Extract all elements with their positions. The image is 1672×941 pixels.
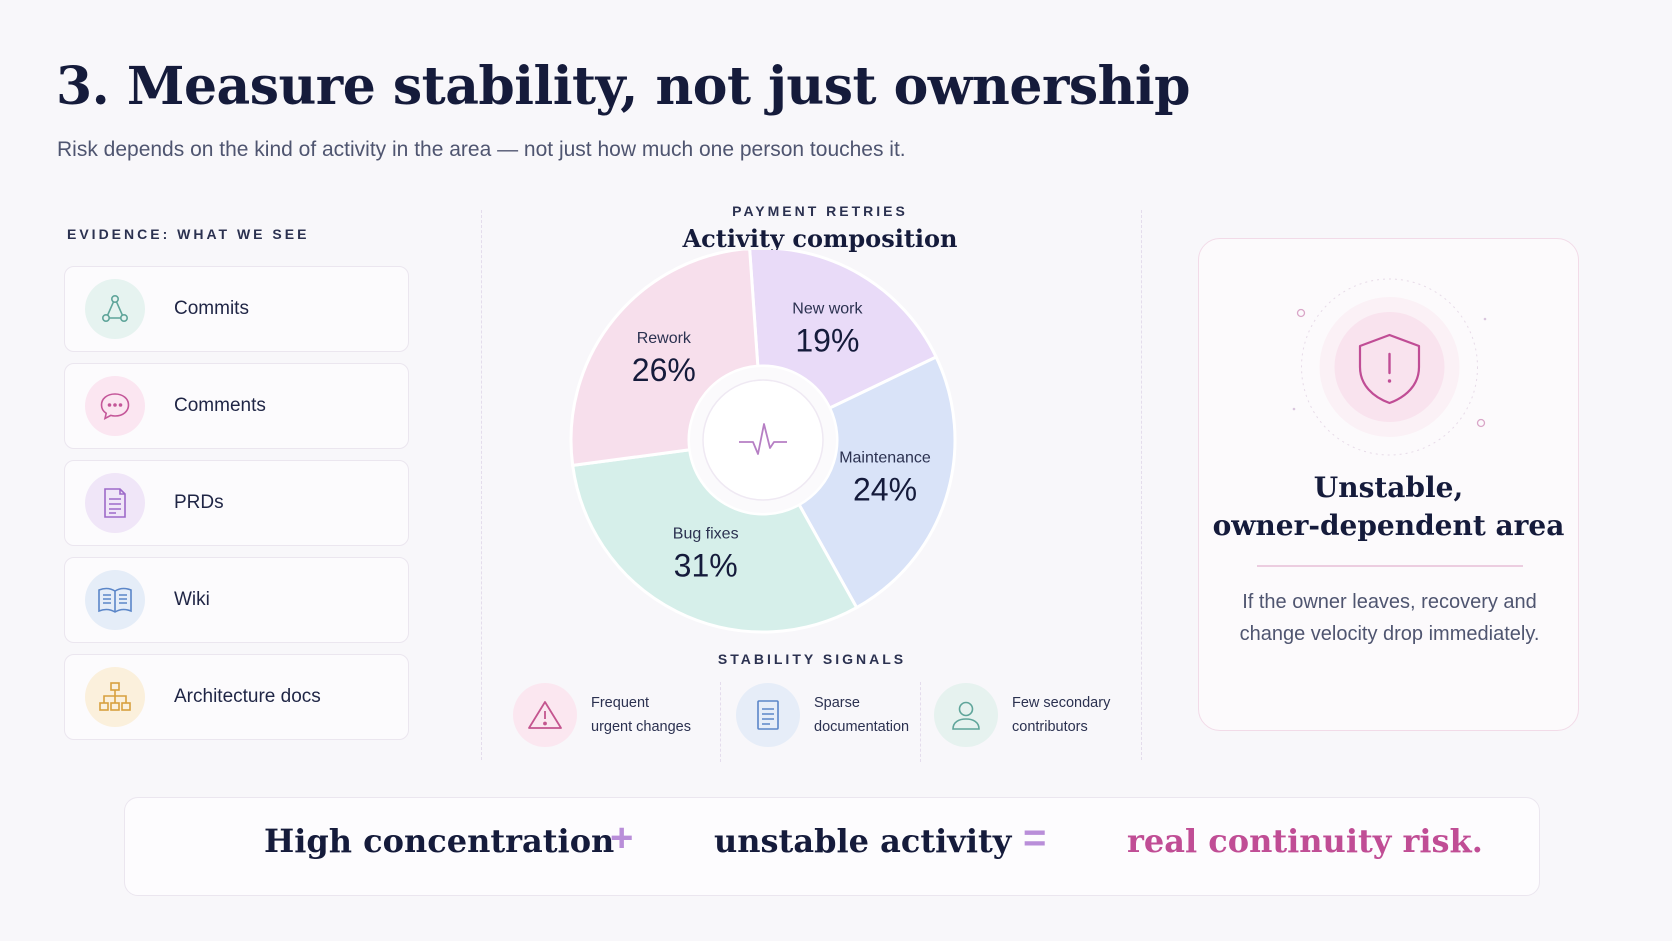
- evidence-list: Commits Comments PRDs Wiki: [64, 266, 409, 751]
- page-title: 3. Measure stability, not just ownership: [56, 56, 1191, 117]
- warning-triangle-icon: [513, 683, 577, 747]
- signal-text: Frequent urgent changes: [591, 691, 703, 739]
- signal-few-contributors: Few secondary contributors: [934, 680, 1124, 750]
- document-icon: [736, 683, 800, 747]
- verdict-title-line: owner-dependent area: [1212, 509, 1565, 542]
- pie-label: New work: [792, 300, 863, 317]
- pie-slice-bug-fixes: [570, 448, 859, 634]
- signal-line: documentation: [814, 719, 910, 735]
- hierarchy-icon: [85, 667, 145, 727]
- pie-label: Maintenance: [839, 450, 931, 467]
- pulse-icon: [739, 423, 787, 455]
- signal-text: Sparse documentation: [814, 691, 926, 739]
- evidence-heading: EVIDENCE: WHAT WE SEE: [67, 226, 310, 242]
- evidence-item-prds: PRDs: [64, 460, 409, 546]
- chart-title: Activity composition: [682, 224, 958, 253]
- chart-eyebrow: PAYMENT RETRIES: [732, 203, 908, 219]
- signal-line: contributors: [1012, 719, 1088, 735]
- pie-label: Bug fixes: [673, 525, 739, 542]
- verdict-text: If the owner leaves, recovery and change…: [1239, 591, 1540, 645]
- signal-line: urgent changes: [591, 719, 691, 735]
- pie-value: 19%: [795, 322, 859, 358]
- document-icon: [85, 473, 145, 533]
- verdict-title-line: Unstable,: [1313, 471, 1464, 504]
- equals-icon: =: [1023, 816, 1047, 860]
- signal-urgent-changes: Frequent urgent changes: [513, 680, 703, 750]
- evidence-item-wiki: Wiki: [64, 557, 409, 643]
- evidence-item-architecture-docs: Architecture docs: [64, 654, 409, 740]
- divider-right: [1141, 210, 1142, 760]
- pie-value: 31%: [674, 547, 738, 583]
- equation-middle: unstable activity: [714, 822, 1012, 860]
- plus-icon: +: [610, 816, 634, 860]
- shield-alert-icon: [1292, 278, 1487, 456]
- page-subtitle: Risk depends on the kind of activity in …: [57, 138, 906, 161]
- pie-value: 26%: [632, 352, 696, 388]
- pie-slice-rework: [569, 250, 760, 468]
- equation-result: real continuity risk.: [1127, 822, 1483, 860]
- pie-slice-new-work: [748, 250, 939, 411]
- equation-banner: High concentration + unstable activity =…: [124, 797, 1540, 896]
- donut-hub-inner: [702, 379, 824, 501]
- evidence-label: Architecture docs: [174, 686, 321, 707]
- pie-slice-maintenance: [797, 355, 957, 610]
- activity-donut-chart: New work 19% Maintenance 24% Bug fixes 31% Rew…: [569, 250, 957, 634]
- signal-text: Few secondary contributors: [1012, 691, 1124, 739]
- evidence-label: Commits: [174, 298, 249, 319]
- equation-left: High concentration: [264, 822, 615, 860]
- verdict-divider: [1257, 565, 1523, 567]
- signal-line: Few secondary: [1012, 695, 1111, 711]
- pie-label: Rework: [637, 330, 692, 347]
- stability-heading: STABILITY SIGNALS: [717, 651, 907, 667]
- signal-line: Frequent: [591, 695, 650, 711]
- divider-left: [481, 210, 482, 760]
- verdict-card: Unstable, owner-dependent area If the ow…: [1198, 238, 1579, 731]
- person-icon: [934, 683, 998, 747]
- commit-graph-icon: [85, 279, 145, 339]
- stability-signals: Frequent urgent changes Sparse documenta…: [510, 680, 1130, 762]
- evidence-label: Wiki: [174, 589, 210, 610]
- open-book-icon: [85, 570, 145, 630]
- evidence-label: PRDs: [174, 492, 224, 513]
- verdict-title: Unstable, owner-dependent area: [1199, 469, 1578, 545]
- evidence-item-comments: Comments: [64, 363, 409, 449]
- signal-line: Sparse: [814, 695, 860, 711]
- evidence-item-commits: Commits: [64, 266, 409, 352]
- signal-sparse-docs: Sparse documentation: [736, 680, 926, 750]
- signal-separator: [920, 682, 921, 762]
- signal-separator: [720, 682, 721, 762]
- comment-bubble-icon: [85, 376, 145, 436]
- evidence-label: Comments: [174, 395, 266, 416]
- pie-value: 24%: [853, 472, 917, 508]
